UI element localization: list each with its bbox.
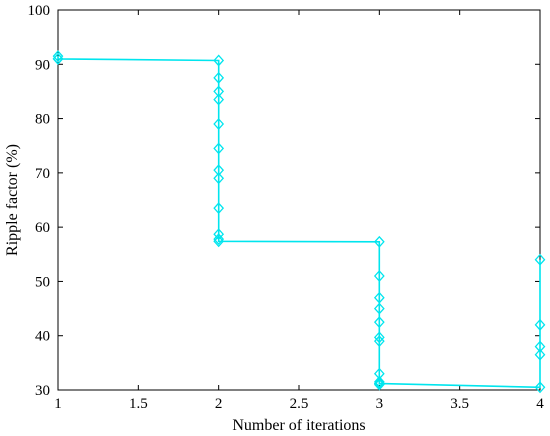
y-tick-label: 60 [35,220,50,236]
x-axis-label: Number of iterations [232,417,365,434]
y-tick-label: 30 [35,383,50,399]
x-tick-label: 2.5 [290,396,309,412]
y-tick-label: 40 [35,329,50,345]
plot-area [58,10,540,390]
x-tick-label: 4 [536,396,544,412]
x-tick-label: 3.5 [450,396,469,412]
y-tick-label: 90 [35,57,50,73]
y-tick-label: 50 [35,274,50,290]
x-tick-label: 3 [376,396,384,412]
y-tick-label: 100 [28,3,51,19]
x-tick-label: 1 [54,396,62,412]
x-tick-label: 1.5 [129,396,148,412]
y-tick-label: 70 [35,166,50,182]
y-tick-label: 80 [35,112,50,128]
x-tick-label: 2 [215,396,223,412]
y-axis-label: Ripple factor (%) [4,144,21,256]
